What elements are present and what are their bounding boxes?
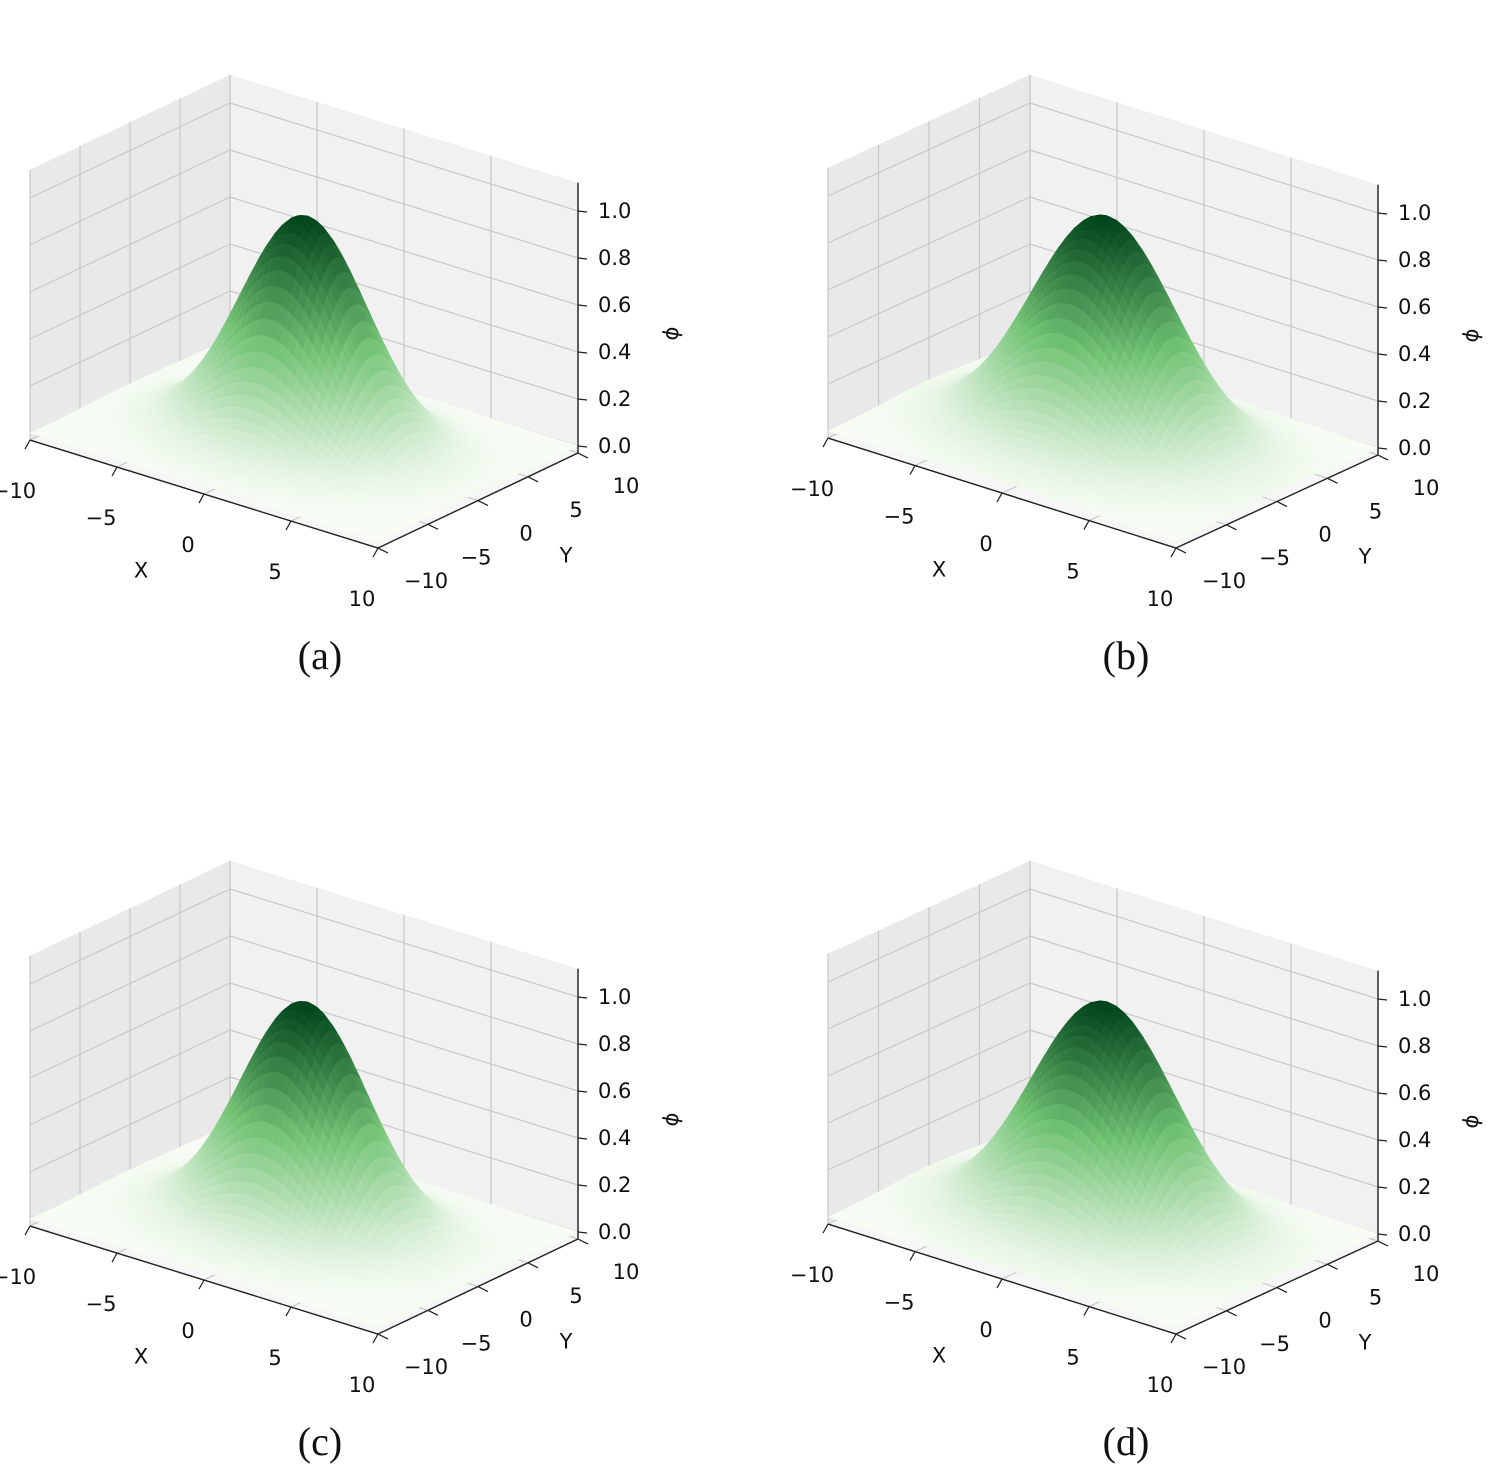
y-tick-label: 0 [519, 522, 532, 546]
y-tick-label: 10 [613, 474, 640, 498]
surface [29, 215, 579, 542]
x-tick-label: 0 [181, 533, 194, 557]
x-tick [111, 466, 118, 477]
panel-b: −10 −5 0 5 10 X −10 −5 0 5 10 Y 0.0 0.2 0.4 0.6 0.8 1.0 ϕ … [790, 0, 1502, 740]
x-tick-label: −10 [0, 479, 36, 503]
z-axis-label: ϕ [658, 324, 684, 342]
caption-a: (a) [297, 633, 343, 678]
z-tick-label: 0.8 [598, 246, 631, 270]
z-tick-label: 0.6 [598, 293, 631, 317]
x-tick-label: −5 [86, 506, 117, 530]
grid-line [29, 290, 231, 387]
grid-line [29, 149, 231, 246]
x-tick [24, 439, 31, 450]
z-tick-label: 0.0 [598, 434, 631, 458]
grid-line [29, 102, 231, 199]
y-tick-label: −5 [461, 545, 492, 569]
grid-line [229, 196, 579, 306]
y-tick-label: −10 [404, 569, 448, 593]
z-tick-label: 0.4 [598, 340, 631, 364]
x-tick [198, 493, 205, 504]
x-tick-label: 10 [349, 587, 376, 611]
y-tick [377, 547, 389, 554]
z-tick [577, 445, 588, 448]
x-axis-label: X [134, 559, 148, 583]
y-tick [427, 523, 439, 530]
y-tick [527, 476, 539, 483]
z-tick [577, 257, 588, 260]
z-tick [577, 210, 588, 213]
panel-a: −10 −5 0 5 10 X −10 −5 0 5 10 Y 0.0 0.2 0.4 0.6 0.8 1.0 ϕ … [0, 0, 750, 740]
x-tick [372, 547, 379, 558]
z-tick [577, 398, 588, 401]
y-axis-label: Y [559, 544, 573, 568]
grid-line [1029, 102, 1379, 214]
grid-line [1029, 196, 1379, 308]
y-tick [477, 500, 489, 507]
z-tick [577, 351, 588, 354]
z-tick-label: 0.2 [598, 387, 631, 411]
grid-line [229, 149, 579, 259]
grid-line [29, 196, 231, 293]
grid-line [29, 243, 231, 340]
surface-plot-a: −10 −5 0 5 10 X −10 −5 0 5 10 Y 0.0 0.2 0.4 0.6 0.8 1.0 ϕ [0, 74, 684, 611]
surface-facet [370, 537, 383, 542]
surface [827, 214, 1379, 542]
y-tick [577, 452, 589, 459]
z-tick [577, 304, 588, 307]
z-tick-label: 1.0 [598, 199, 631, 223]
grid-line [827, 149, 1031, 244]
x-tick-label: 5 [268, 560, 281, 584]
grid-line [1029, 149, 1379, 261]
grid-line [827, 290, 1031, 385]
x-tick [285, 520, 292, 531]
grid-line [827, 102, 1031, 197]
grid-line [827, 196, 1031, 291]
y-tick-label: 5 [569, 498, 582, 522]
grid-line [827, 243, 1031, 338]
grid-line [229, 102, 579, 212]
